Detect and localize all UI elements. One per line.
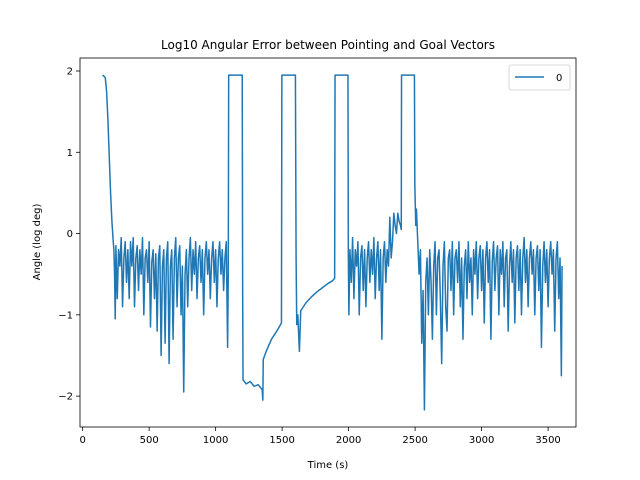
x-tick-label: 1000 [203, 435, 228, 446]
series-layer [102, 74, 563, 411]
y-tick-label: 2 [67, 67, 73, 78]
x-axis-label: Time (s) [307, 460, 349, 471]
y-tick-label: 0 [67, 229, 73, 240]
x-tick-label: 3500 [535, 435, 560, 446]
x-tick-label: 500 [140, 435, 159, 446]
x-axis-ticks: 0 500 1000 1500 2000 2500 3000 3500 [79, 427, 561, 446]
legend: 0 [508, 64, 571, 91]
chart-title: Log10 Angular Error between Pointing and… [161, 38, 495, 52]
x-tick-label: 0 [79, 435, 85, 446]
y-tick-label: −1 [58, 310, 73, 321]
legend-entry-label: 0 [556, 73, 562, 84]
y-axis-label: Angle (log deg) [32, 204, 43, 281]
series-line [102, 74, 563, 411]
x-tick-label: 1500 [269, 435, 294, 446]
y-axis-ticks: −2 −1 0 1 2 [58, 67, 80, 403]
y-tick-label: −2 [58, 392, 73, 403]
x-tick-label: 2000 [336, 435, 361, 446]
axes-frame [79, 57, 577, 428]
y-tick-label: 1 [67, 148, 73, 159]
x-tick-label: 2500 [402, 435, 427, 446]
x-tick-label: 3000 [469, 435, 494, 446]
